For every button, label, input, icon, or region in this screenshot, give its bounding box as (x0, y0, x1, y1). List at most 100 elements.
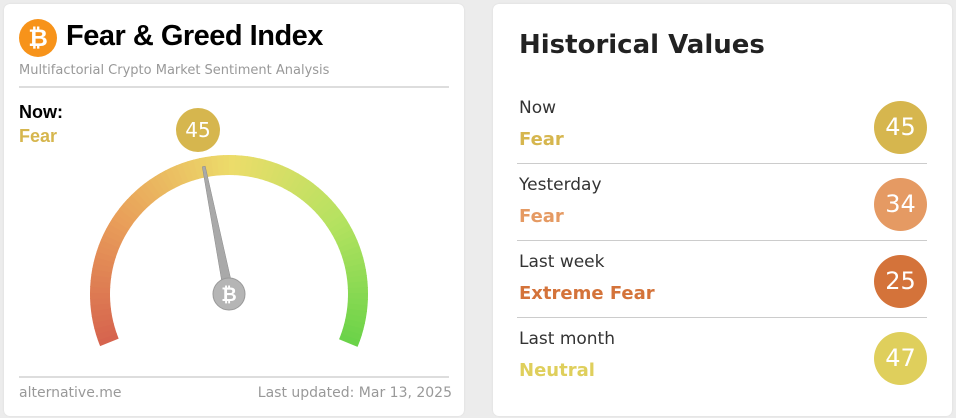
gauge-segment (340, 245, 362, 259)
value-bubble: 45 (176, 108, 220, 152)
bitcoin-icon: ₿ (19, 19, 57, 57)
gauge-segment (323, 208, 344, 226)
gauge-segment (96, 244, 118, 258)
gauge-segment (95, 328, 117, 341)
gauge-segment (165, 167, 180, 189)
history-value-badge: 45 (874, 101, 927, 154)
gauge-segment (91, 268, 113, 278)
widget-subtitle: Multifactorial Crypto Market Sentiment A… (19, 63, 330, 78)
gauge-segment (170, 165, 185, 187)
gauge-segment (154, 173, 171, 194)
gauge-segment (312, 195, 332, 214)
gauge-segment (269, 163, 283, 185)
gauge-segment (316, 199, 336, 218)
divider (19, 376, 449, 378)
history-classification: Fear (519, 129, 564, 150)
gauge-segment (347, 293, 368, 300)
gauge-segment (187, 159, 200, 181)
gauge-segment (103, 228, 125, 244)
history-label: Last week (519, 252, 605, 272)
gauge-segment (122, 199, 143, 218)
gauge-segment (106, 223, 127, 239)
history-classification: Extreme Fear (519, 283, 655, 304)
gauge-segment (347, 286, 368, 294)
gauge-segment (144, 179, 162, 200)
gauge-segment (264, 161, 278, 183)
history-value-badge: 47 (874, 332, 927, 385)
source-link[interactable]: alternative.me (19, 385, 122, 401)
gauge-segment (336, 234, 358, 249)
gauge-segment (135, 186, 154, 206)
gauge-segment (210, 155, 220, 177)
bitcoin-icon: ₿ (221, 284, 236, 306)
gauge-segment (319, 204, 340, 222)
divider (517, 163, 927, 164)
gauge-segment (108, 218, 130, 235)
now-classification: Fear (19, 126, 58, 146)
history-row: Last month Neutral 47 (519, 318, 927, 395)
divider (19, 86, 449, 88)
history-classification: Fear (519, 206, 564, 227)
gauge-arc (90, 155, 368, 347)
gauge-segment (329, 218, 350, 235)
gauge-segment (343, 257, 365, 269)
gauge-segment (274, 165, 289, 187)
gauge-segment (97, 333, 119, 347)
gauge-segment (100, 233, 122, 248)
gauge-segment (254, 158, 266, 180)
gauge-segment (309, 191, 328, 211)
gauge-segment (340, 328, 362, 342)
gauge-segment (249, 157, 260, 178)
widget-title: Fear & Greed Index (66, 20, 323, 52)
gauge-segment (343, 318, 365, 330)
gauge-segment (296, 179, 315, 200)
gauge-segment (216, 155, 225, 176)
history-value-badge: 25 (874, 255, 927, 308)
gauge-segment (334, 229, 356, 244)
historical-values-card: Historical Values Now Fear 45 Yesterday … (493, 4, 952, 416)
gauge-segment (288, 173, 305, 194)
history-row: Now Fear 45 (517, 87, 927, 164)
divider (517, 240, 927, 241)
history-row: Last week Extreme Fear 25 (517, 241, 927, 318)
fear-greed-card: ₿ Fear & Greed Index Multifactorial Cryp… (4, 4, 464, 416)
gauge-segment (126, 194, 146, 214)
gauge-segment (119, 203, 139, 222)
gauge-segment (90, 286, 111, 294)
history-classification: Neutral (519, 360, 595, 381)
gauge-segment (347, 280, 368, 289)
gauge-segment (338, 240, 360, 254)
history-label: Last month (519, 329, 615, 349)
gauge-segment (159, 170, 175, 191)
gauge-segment (149, 176, 166, 197)
gauge-segment (229, 155, 236, 176)
gauge-needle (201, 165, 235, 296)
needle-hub (212, 277, 246, 311)
gauge-segment (112, 213, 133, 230)
gauge-segment (98, 239, 120, 253)
gauge-segment (176, 163, 190, 184)
gauge-segment (92, 318, 114, 329)
gauge-segment (342, 251, 364, 264)
gauge-segment (305, 187, 324, 207)
gauge-segment (331, 223, 353, 240)
gauge: ₿ (90, 155, 368, 347)
last-updated: Last updated: Mar 13, 2025 (257, 385, 452, 401)
gauge-segment (94, 323, 116, 335)
gauge-segment (90, 302, 111, 312)
history-value-badge: 34 (874, 178, 927, 231)
gauge-segment (244, 156, 254, 177)
gauge-segment (301, 183, 319, 204)
gauge-segment (345, 313, 367, 324)
historical-title: Historical Values (519, 30, 765, 60)
gauge-segment (90, 297, 111, 306)
now-label: Now: (19, 102, 63, 122)
gauge-segment (342, 323, 364, 336)
gauge-segment (339, 333, 361, 347)
gauge-segment (90, 292, 111, 300)
history-row: Yesterday Fear 34 (517, 164, 927, 241)
history-label: Yesterday (519, 175, 602, 195)
gauge-segment (93, 256, 115, 268)
gauge-segment (115, 208, 136, 226)
gauge-segment (92, 262, 114, 273)
